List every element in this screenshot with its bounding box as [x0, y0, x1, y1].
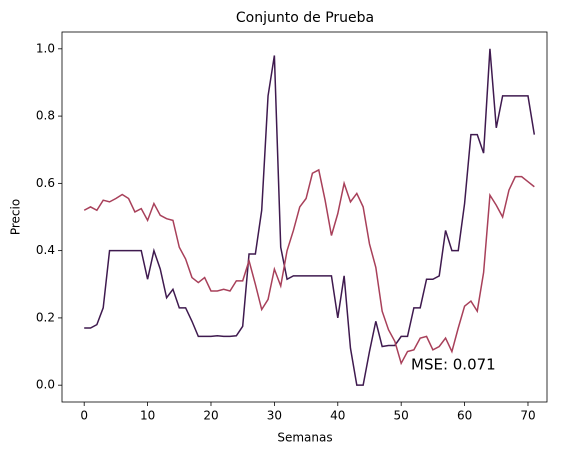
- line-series: [84, 48, 536, 386]
- chart-title: Conjunto de Prueba: [236, 10, 374, 26]
- x-tick-label: 70: [520, 409, 535, 423]
- x-tick-label: 50: [394, 409, 409, 423]
- x-tick-label: 0: [80, 409, 88, 423]
- x-tick-label: 40: [330, 409, 345, 423]
- y-tick-label: 0.2: [36, 310, 55, 324]
- x-axis-label: Semanas: [277, 431, 332, 445]
- y-tick-label: 0.6: [36, 176, 55, 190]
- y-tick-label: 0.0: [36, 378, 55, 392]
- x-tick-label: 10: [140, 409, 155, 423]
- plot-frame: [61, 31, 548, 403]
- x-tick-label: 30: [267, 409, 282, 423]
- y-tick-label: 0.4: [36, 243, 55, 257]
- annotation: MSE: 0.071: [411, 356, 496, 374]
- y-tick-label: 1.0: [36, 41, 55, 55]
- y-tick-label: 0.8: [36, 109, 55, 123]
- line-series: [83, 168, 535, 366]
- y-axis-label: Precio: [9, 199, 23, 235]
- x-tick-label: 20: [203, 409, 218, 423]
- x-tick-label: 60: [457, 409, 472, 423]
